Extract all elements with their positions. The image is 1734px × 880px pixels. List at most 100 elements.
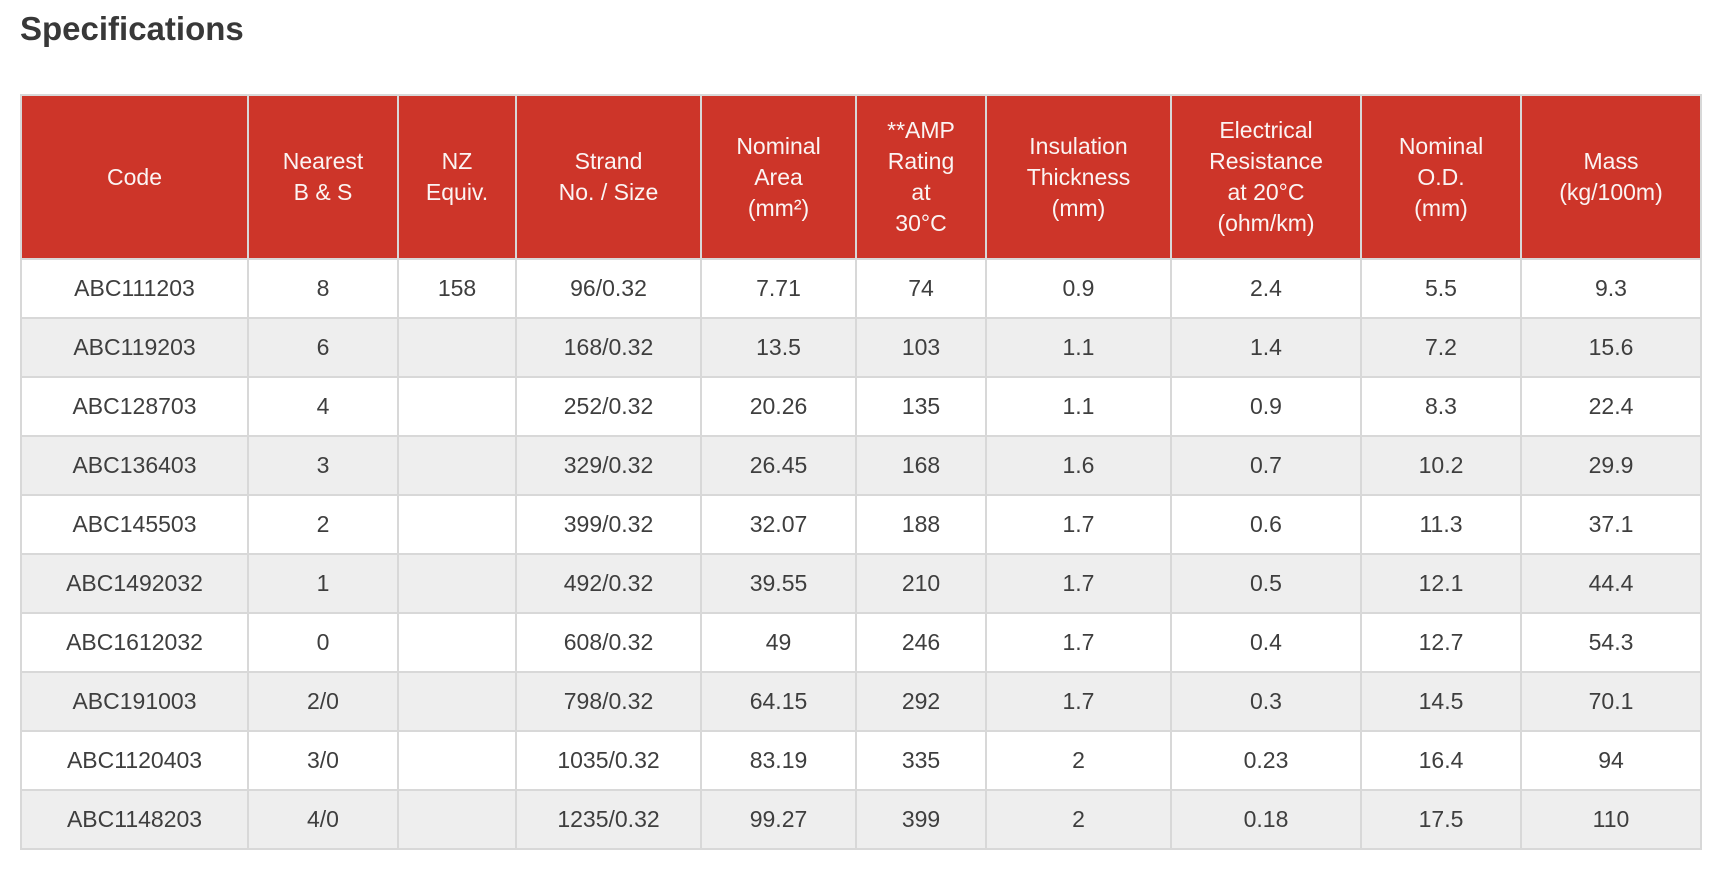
- table-cell: 1.1: [985, 376, 1172, 437]
- specifications-table-container: Code Nearest B & S NZ Equiv. Strand No. …: [20, 94, 1714, 850]
- table-cell: 64.15: [700, 671, 857, 732]
- table-cell: 96/0.32: [515, 258, 702, 319]
- table-cell: 1.4: [1170, 317, 1362, 378]
- table-cell: 608/0.32: [515, 612, 702, 673]
- table-cell: 10.2: [1360, 435, 1522, 496]
- table-cell: 0.23: [1170, 730, 1362, 791]
- table-cell: 8.3: [1360, 376, 1522, 437]
- table-cell: 1: [247, 553, 399, 614]
- table-cell: 17.5: [1360, 789, 1522, 850]
- column-header-insulation-thickness: Insulation Thickness (mm): [985, 94, 1172, 260]
- table-cell: ABC119203: [20, 317, 249, 378]
- table-header-row: Code Nearest B & S NZ Equiv. Strand No. …: [20, 94, 1702, 260]
- specifications-table: Code Nearest B & S NZ Equiv. Strand No. …: [20, 94, 1702, 850]
- table-cell: 2: [985, 789, 1172, 850]
- column-header-nz-equiv: NZ Equiv.: [397, 94, 517, 260]
- table-cell: 70.1: [1520, 671, 1702, 732]
- table-cell: 1.7: [985, 494, 1172, 555]
- table-row: ABC1492032 1 492/0.32 39.55 210 1.7 0.5 12.1 44.…: [20, 553, 1702, 614]
- table-row: ABC136403 3 329/0.32 26.45 168 1.6 0.7 10.2 29.9: [20, 435, 1702, 496]
- table-cell: 0.6: [1170, 494, 1362, 555]
- table-cell: 246: [855, 612, 987, 673]
- table-cell: 4/0: [247, 789, 399, 850]
- table-cell: 135: [855, 376, 987, 437]
- table-cell: 292: [855, 671, 987, 732]
- table-cell: 26.45: [700, 435, 857, 496]
- table-cell: ABC191003: [20, 671, 249, 732]
- table-cell: 2: [985, 730, 1172, 791]
- table-cell: 83.19: [700, 730, 857, 791]
- table-cell: 32.07: [700, 494, 857, 555]
- table-cell: 22.4: [1520, 376, 1702, 437]
- table-row: ABC111203 8 158 96/0.32 7.71 74 0.9 2.4 5.5 9.3: [20, 258, 1702, 319]
- table-cell: 8: [247, 258, 399, 319]
- table-cell: ABC1612032: [20, 612, 249, 673]
- table-cell: 7.71: [700, 258, 857, 319]
- table-cell: [397, 730, 517, 791]
- column-header-mass: Mass (kg/100m): [1520, 94, 1702, 260]
- table-cell: 37.1: [1520, 494, 1702, 555]
- table-cell: 335: [855, 730, 987, 791]
- table-cell: ABC1492032: [20, 553, 249, 614]
- table-cell: 103: [855, 317, 987, 378]
- table-cell: 1035/0.32: [515, 730, 702, 791]
- table-cell: 5.5: [1360, 258, 1522, 319]
- table-cell: 4: [247, 376, 399, 437]
- table-cell: 0.18: [1170, 789, 1362, 850]
- table-cell: 188: [855, 494, 987, 555]
- column-header-nominal-od: Nominal O.D. (mm): [1360, 94, 1522, 260]
- table-cell: 54.3: [1520, 612, 1702, 673]
- table-cell: 44.4: [1520, 553, 1702, 614]
- column-header-code: Code: [20, 94, 249, 260]
- table-cell: 0: [247, 612, 399, 673]
- page-title: Specifications: [20, 10, 244, 47]
- table-cell: 6: [247, 317, 399, 378]
- table-cell: [397, 317, 517, 378]
- table-cell: 168/0.32: [515, 317, 702, 378]
- table-cell: 39.55: [700, 553, 857, 614]
- table-cell: 94: [1520, 730, 1702, 791]
- table-cell: 492/0.32: [515, 553, 702, 614]
- table-cell: 2/0: [247, 671, 399, 732]
- table-cell: 7.2: [1360, 317, 1522, 378]
- column-header-nearest-bs: Nearest B & S: [247, 94, 399, 260]
- table-cell: 9.3: [1520, 258, 1702, 319]
- table-cell: 329/0.32: [515, 435, 702, 496]
- table-cell: 0.9: [985, 258, 1172, 319]
- table-row: ABC128703 4 252/0.32 20.26 135 1.1 0.9 8.3 22.4: [20, 376, 1702, 437]
- table-cell: 168: [855, 435, 987, 496]
- table-cell: 29.9: [1520, 435, 1702, 496]
- table-cell: 0.4: [1170, 612, 1362, 673]
- table-cell: 399: [855, 789, 987, 850]
- table-cell: 252/0.32: [515, 376, 702, 437]
- table-cell: [397, 553, 517, 614]
- table-cell: 1.7: [985, 553, 1172, 614]
- table-row: ABC191003 2/0 798/0.32 64.15 292 1.7 0.3 14.5 70…: [20, 671, 1702, 732]
- table-cell: 1.7: [985, 612, 1172, 673]
- table-header: Code Nearest B & S NZ Equiv. Strand No. …: [20, 94, 1702, 260]
- table-cell: 14.5: [1360, 671, 1522, 732]
- table-row: ABC145503 2 399/0.32 32.07 188 1.7 0.6 11.3 37.1: [20, 494, 1702, 555]
- table-row: ABC1612032 0 608/0.32 49 246 1.7 0.4 12.7 54.3: [20, 612, 1702, 673]
- table-cell: 0.5: [1170, 553, 1362, 614]
- table-cell: ABC111203: [20, 258, 249, 319]
- table-cell: [397, 612, 517, 673]
- table-cell: 3: [247, 435, 399, 496]
- column-header-strand-no-size: Strand No. / Size: [515, 94, 702, 260]
- table-cell: ABC1148203: [20, 789, 249, 850]
- table-cell: [397, 494, 517, 555]
- table-cell: 110: [1520, 789, 1702, 850]
- column-header-electrical-resistance: Electrical Resistance at 20°C (ohm/km): [1170, 94, 1362, 260]
- table-cell: 3/0: [247, 730, 399, 791]
- table-cell: 2.4: [1170, 258, 1362, 319]
- table-cell: 0.3: [1170, 671, 1362, 732]
- table-row: ABC1120403 3/0 1035/0.32 83.19 335 2 0.23 16.4 9…: [20, 730, 1702, 791]
- table-body: ABC111203 8 158 96/0.32 7.71 74 0.9 2.4 5.5 9.3 AB…: [20, 258, 1702, 850]
- table-cell: 99.27: [700, 789, 857, 850]
- table-cell: ABC145503: [20, 494, 249, 555]
- table-cell: [397, 671, 517, 732]
- table-cell: 1.7: [985, 671, 1172, 732]
- table-cell: 16.4: [1360, 730, 1522, 791]
- table-cell: 20.26: [700, 376, 857, 437]
